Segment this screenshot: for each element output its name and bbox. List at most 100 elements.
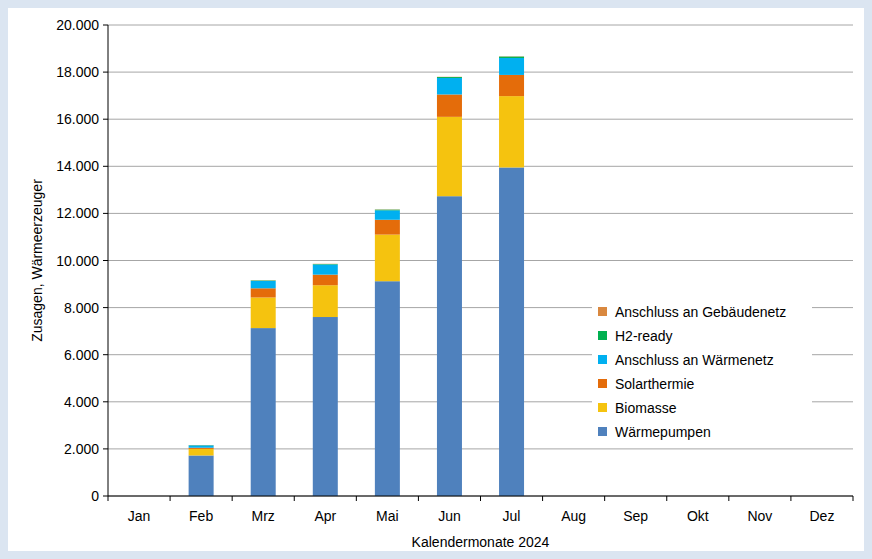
y-tick: [103, 119, 108, 120]
x-tick-divider: [356, 496, 357, 501]
y-tick-label: 12.000: [56, 205, 99, 221]
y-tick: [103, 496, 108, 497]
bar-segment: [189, 449, 214, 456]
bar-segment: [499, 75, 524, 96]
bar-segment: [437, 117, 462, 196]
bar-segment: [251, 328, 276, 496]
x-tick-label: Jul: [503, 508, 521, 524]
bar-segment: [251, 280, 276, 281]
bar-segment: [437, 76, 462, 77]
bar-segment: [375, 220, 400, 235]
y-tick: [103, 72, 108, 73]
bar-segment: [499, 167, 524, 496]
grid-line: [108, 25, 853, 26]
x-tick-divider: [790, 496, 791, 501]
bar-segment: [251, 280, 276, 281]
grid-line: [108, 72, 853, 73]
bar-segment: [375, 281, 400, 496]
bar-segment: [313, 265, 338, 275]
bar-segment: [375, 209, 400, 210]
y-axis-label: Zusagen, Wärmeerzeuger: [29, 179, 45, 342]
x-tick-divider: [853, 496, 854, 501]
y-tick-label: 0: [91, 488, 99, 504]
y-tick: [103, 401, 108, 402]
x-tick-label: Okt: [687, 508, 709, 524]
bar-segment: [189, 445, 214, 447]
x-tick-label: Jan: [128, 508, 151, 524]
y-tick: [103, 166, 108, 167]
bar-segment: [251, 281, 276, 288]
chart-area: [8, 8, 864, 551]
bar-segment: [313, 317, 338, 496]
x-tick-divider: [294, 496, 295, 501]
x-tick-label: Dez: [810, 508, 835, 524]
x-tick-divider: [728, 496, 729, 501]
x-axis-label: Kalendermonate 2024: [412, 534, 550, 550]
x-tick-label: Nov: [747, 508, 772, 524]
y-tick-label: 4.000: [64, 394, 99, 410]
grid-line: [108, 448, 853, 449]
bar-segment: [313, 263, 338, 264]
bar-segment: [189, 455, 214, 496]
y-tick-label: 14.000: [56, 158, 99, 174]
x-tick-divider: [604, 496, 605, 501]
bar-segment: [375, 235, 400, 282]
x-tick-divider: [666, 496, 667, 501]
x-tick-divider: [418, 496, 419, 501]
bar-segment: [189, 445, 214, 446]
y-tick: [103, 448, 108, 449]
bar-segment: [313, 285, 338, 317]
bar-segment: [375, 210, 400, 219]
legend-swatch: [598, 427, 607, 436]
y-tick: [103, 25, 108, 26]
bar-segment: [189, 448, 214, 449]
x-tick-label: Apr: [314, 508, 336, 524]
y-tick: [103, 354, 108, 355]
legend-label: Biomasse: [615, 400, 677, 416]
bar-segment: [313, 264, 338, 265]
legend: Anschluss an Gebäudenetz H2-ready Anschlus…: [592, 298, 812, 448]
legend-swatch: [598, 403, 607, 412]
y-tick-label: 2.000: [64, 441, 99, 457]
bars: [189, 56, 524, 496]
y-tick: [103, 260, 108, 261]
bar-segment: [375, 209, 400, 211]
x-tick-divider: [170, 496, 171, 501]
bar-segment: [251, 297, 276, 328]
bar-segment: [313, 275, 338, 286]
bar-segment: [499, 57, 524, 58]
bar-segment: [499, 58, 524, 75]
bar-segment: [437, 77, 462, 79]
legend-label: Wärmepumpen: [615, 424, 711, 440]
grid-line: [108, 166, 853, 167]
x-tick-label: Mai: [376, 508, 399, 524]
legend-label: H2-ready: [615, 328, 673, 344]
y-tick-label: 16.000: [56, 111, 99, 127]
y-tick: [103, 307, 108, 308]
grid-line: [108, 119, 853, 120]
y-tick-label: 6.000: [64, 347, 99, 363]
legend-label: Anschluss an Gebäudenetz: [615, 304, 786, 320]
x-tick-label: Jun: [438, 508, 461, 524]
x-tick-label: Aug: [561, 508, 586, 524]
chart: 02.0004.0006.0008.00010.00012.00014.0001…: [0, 0, 872, 559]
y-tick-label: 18.000: [56, 64, 99, 80]
bar-segment: [437, 94, 462, 116]
legend-swatch: [598, 379, 607, 388]
legend-label: Anschluss an Wärmenetz: [615, 352, 774, 368]
y-tick: [103, 213, 108, 214]
x-tick-divider: [542, 496, 543, 501]
x-tick-label: Mrz: [252, 508, 275, 524]
bar-segment: [251, 288, 276, 297]
x-tick-divider: [108, 496, 109, 501]
x-tick-divider: [232, 496, 233, 501]
legend-label: Solarthermie: [615, 376, 695, 392]
bar-segment: [437, 196, 462, 496]
grid-line: [108, 260, 853, 261]
bar-segment: [437, 78, 462, 94]
bar-segment: [189, 445, 214, 446]
legend-box: [592, 298, 812, 448]
y-axis: [108, 25, 109, 496]
y-tick-label: 10.000: [56, 253, 99, 269]
y-tick-label: 20.000: [56, 17, 99, 33]
